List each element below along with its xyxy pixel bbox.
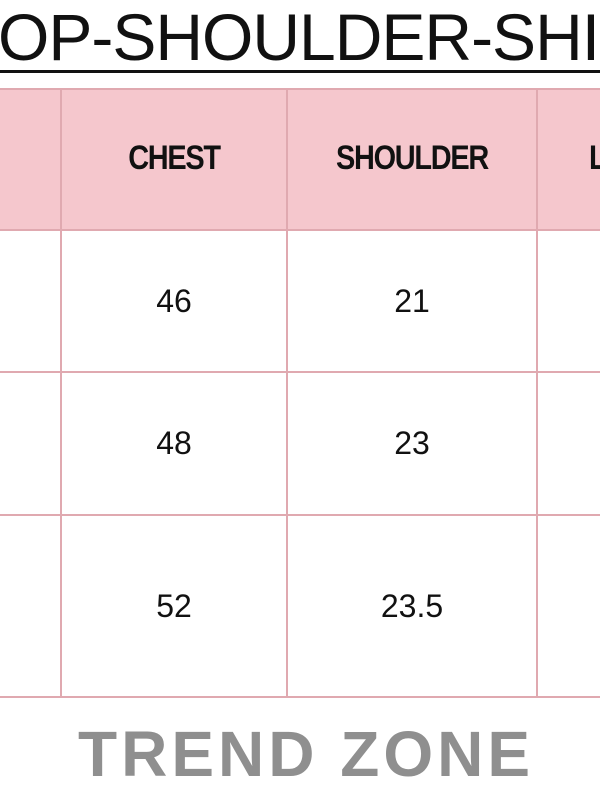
grid-line (0, 88, 600, 90)
cell-shoulder: 23.5 (380, 587, 444, 624)
cell-shoulder: 21 (394, 282, 430, 319)
grid-line (0, 229, 600, 231)
header-length: L (589, 88, 600, 229)
grid-line (0, 371, 600, 373)
cell-chest: 48 (156, 425, 192, 461)
grid-line (0, 514, 600, 516)
grid-line (286, 88, 288, 698)
header-shoulder: SHOULDER (336, 139, 489, 177)
header-chest: CHEST (128, 139, 221, 177)
grid-line (536, 88, 538, 698)
chart-title: OP-SHOULDER-SHI (0, 0, 600, 74)
brand-logo-text: TREND ZONE (78, 718, 534, 790)
grid-line (60, 88, 62, 698)
grid-line (0, 696, 600, 698)
title-underline (0, 70, 600, 73)
cell-shoulder: 23 (394, 425, 430, 461)
cell-chest: 52 (156, 587, 192, 624)
cell-chest: 46 (156, 282, 192, 319)
table-header-row (0, 88, 600, 230)
